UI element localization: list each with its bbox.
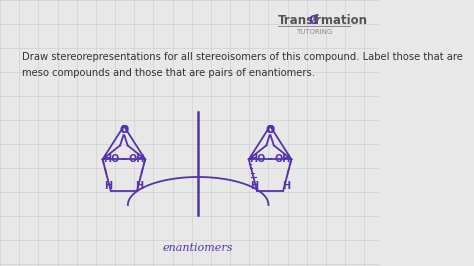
Text: OH: OH (274, 154, 291, 164)
Text: OH: OH (128, 154, 145, 164)
Text: enantiomers: enantiomers (163, 243, 233, 253)
Text: Ø: Ø (309, 14, 319, 27)
Text: rmation: rmation (315, 14, 367, 27)
Text: HO: HO (249, 154, 266, 164)
Text: HO: HO (103, 154, 119, 164)
Text: H: H (282, 181, 290, 191)
Text: Transf: Transf (278, 14, 319, 27)
Text: TUTORING: TUTORING (296, 29, 332, 35)
Text: Draw stereorepresentations for all stereoisomers of this compound. Label those t: Draw stereorepresentations for all stere… (22, 52, 463, 78)
Text: H: H (104, 181, 112, 191)
Text: O: O (265, 125, 273, 135)
Text: O: O (119, 125, 128, 135)
Text: O: O (120, 125, 128, 135)
Text: O: O (266, 125, 275, 135)
Text: H: H (136, 181, 144, 191)
Text: H: H (250, 181, 258, 191)
